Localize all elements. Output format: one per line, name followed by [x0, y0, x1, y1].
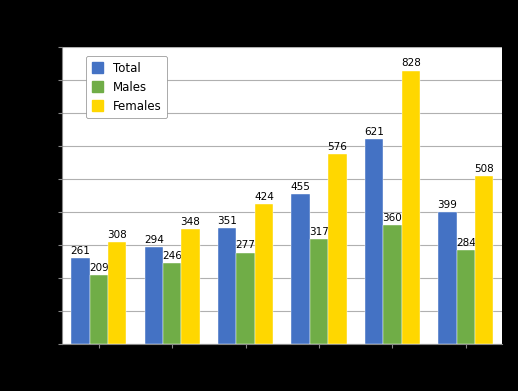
- Text: 246: 246: [162, 251, 182, 260]
- Bar: [236, 253, 255, 344]
- Bar: [71, 258, 90, 344]
- X-axis label: Age: Age: [270, 372, 294, 385]
- Text: 351: 351: [218, 216, 237, 226]
- Bar: [456, 250, 475, 344]
- Text: 284: 284: [456, 238, 476, 248]
- Bar: [90, 275, 108, 344]
- Bar: [181, 229, 200, 344]
- Text: 348: 348: [181, 217, 200, 227]
- Text: 277: 277: [236, 240, 255, 250]
- Bar: [163, 263, 181, 344]
- Legend: Total, Males, Females: Total, Males, Females: [85, 56, 167, 118]
- Text: 399: 399: [438, 200, 457, 210]
- Text: 360: 360: [382, 213, 402, 223]
- Text: 209: 209: [89, 263, 109, 273]
- Bar: [401, 71, 420, 344]
- Bar: [438, 212, 456, 344]
- Text: 317: 317: [309, 227, 329, 237]
- Text: 621: 621: [364, 127, 384, 137]
- Bar: [310, 239, 328, 344]
- Text: 828: 828: [401, 58, 421, 68]
- Bar: [218, 228, 236, 344]
- Text: 576: 576: [327, 142, 347, 152]
- Text: Number of commuting accidents per 100,000 wage and salary earners: Number of commuting accidents per 100,00…: [23, 19, 418, 29]
- Bar: [292, 194, 310, 344]
- Bar: [475, 176, 493, 344]
- Text: 508: 508: [474, 164, 494, 174]
- Bar: [328, 154, 347, 344]
- Bar: [365, 139, 383, 344]
- Bar: [383, 225, 401, 344]
- Bar: [145, 247, 163, 344]
- Text: 424: 424: [254, 192, 274, 202]
- Text: 308: 308: [107, 230, 127, 240]
- Bar: [255, 204, 273, 344]
- Text: 261: 261: [70, 246, 91, 256]
- Text: 455: 455: [291, 181, 311, 192]
- Text: 294: 294: [144, 235, 164, 245]
- Bar: [108, 242, 126, 344]
